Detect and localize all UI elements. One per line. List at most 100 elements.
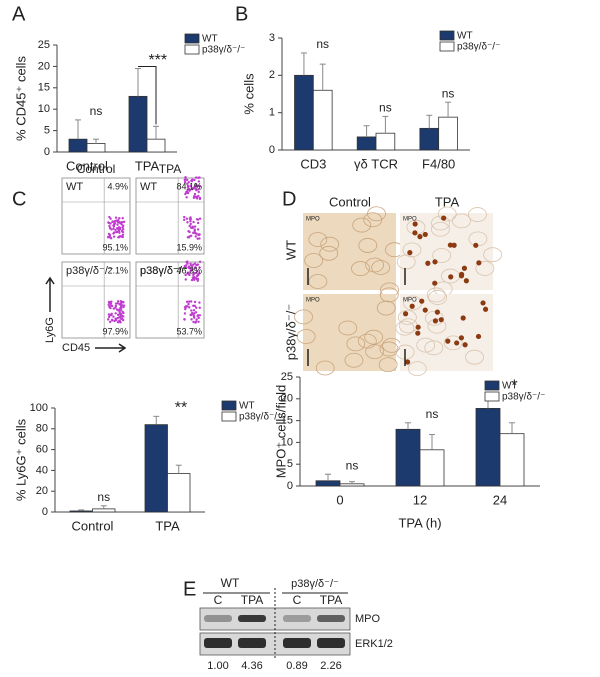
event-dot <box>112 231 116 234</box>
event-dot <box>195 183 198 187</box>
bar <box>86 143 106 153</box>
lane-label: C <box>214 593 223 607</box>
x-tick-label: F4/80 <box>422 156 455 171</box>
flow-plot <box>61 261 131 339</box>
bar <box>128 95 148 153</box>
stained-nucleus <box>460 315 466 321</box>
stained-nucleus <box>432 318 439 324</box>
significance: ns <box>346 458 359 472</box>
bar <box>294 74 314 151</box>
x-tick-label: 0 <box>336 492 343 507</box>
bar <box>419 449 445 487</box>
event-dot <box>120 309 123 312</box>
event-dot <box>192 313 195 316</box>
flow-plot <box>61 177 131 255</box>
x-tick-label: 24 <box>493 492 507 507</box>
x-tick-label: 12 <box>413 492 427 507</box>
event-dot <box>192 263 195 266</box>
event-dot <box>187 180 191 184</box>
bar <box>312 89 333 151</box>
tissue-cell <box>452 213 471 229</box>
event-dot <box>108 236 112 239</box>
event-dot <box>193 185 196 188</box>
event-dot <box>119 321 122 324</box>
quantification: 2.26 <box>320 660 341 672</box>
stain-label: MPO <box>306 298 320 304</box>
y-tick-label: 0 <box>42 506 48 518</box>
event-dot <box>185 300 189 304</box>
x-axis-label: TPA (h) <box>398 515 441 530</box>
event-dot <box>107 303 110 306</box>
event-dot <box>197 320 200 323</box>
event-dot <box>113 222 116 225</box>
bar <box>419 127 440 151</box>
event-dot <box>187 266 190 269</box>
event-dot <box>191 186 195 190</box>
tissue-cell <box>468 207 487 222</box>
stained-nucleus <box>415 324 421 330</box>
event-dot <box>196 279 200 282</box>
stain-label: MPO <box>403 217 417 223</box>
event-dot <box>184 266 188 269</box>
stained-nucleus <box>462 342 468 348</box>
event-dot <box>108 300 112 304</box>
tissue-cell <box>358 238 378 253</box>
event-dot <box>190 278 194 282</box>
event-dot <box>118 311 122 314</box>
event-dot <box>108 226 112 229</box>
event-dot <box>195 318 198 321</box>
genotype-label: p38γ/δ⁻/⁻ <box>66 265 114 277</box>
y-tick-label: 5 <box>44 125 50 137</box>
tissue-cell <box>431 215 450 231</box>
y-axis-label: % cells <box>241 73 256 115</box>
y-axis-label: % CD45⁺ cells <box>13 56 28 141</box>
lane-label: C <box>293 593 302 607</box>
event-dot <box>193 300 197 304</box>
event-dot <box>106 318 110 321</box>
event-dot <box>119 300 123 303</box>
x-tick-label: Control <box>72 518 114 533</box>
tissue-cell <box>294 309 313 325</box>
event-dot <box>194 235 198 238</box>
tissue-cell <box>379 341 399 357</box>
event-dot <box>108 224 111 228</box>
bar <box>68 138 88 153</box>
flow-percent: 46.3% <box>176 265 202 275</box>
event-dot <box>192 275 196 279</box>
blot-band <box>317 638 345 648</box>
stained-nucleus <box>454 340 460 346</box>
stained-nucleus <box>432 280 438 286</box>
panel-label: B <box>235 3 248 25</box>
row-label: ERK1/2 <box>355 638 393 650</box>
bar <box>146 138 166 153</box>
event-dot <box>114 312 117 315</box>
event-dot <box>196 218 200 221</box>
blot-band <box>283 638 311 648</box>
event-dot <box>110 304 114 308</box>
legend-label: p38γ/δ⁻/⁻ <box>457 42 500 53</box>
tissue-cell <box>376 300 396 316</box>
stained-nucleus <box>422 307 428 313</box>
bar <box>315 480 341 487</box>
event-dot <box>118 313 121 316</box>
event-dot <box>114 318 118 322</box>
event-dot <box>193 225 197 228</box>
tissue-cell <box>308 274 328 289</box>
tissue-cell <box>296 329 316 344</box>
x-tick-label: TPA <box>155 518 180 533</box>
event-dot <box>198 260 202 264</box>
event-dot <box>189 264 193 267</box>
event-dot <box>197 233 200 237</box>
tissue-cell <box>344 352 364 368</box>
stained-nucleus <box>476 260 482 266</box>
event-dot <box>192 309 196 312</box>
bracket <box>138 66 157 125</box>
event-dot <box>183 317 186 321</box>
event-dot <box>122 304 126 307</box>
bar <box>69 510 93 513</box>
y-tick-label: 0 <box>287 480 293 492</box>
event-dot <box>184 278 187 281</box>
blot-band <box>238 638 266 648</box>
column-header: Control <box>329 194 371 209</box>
